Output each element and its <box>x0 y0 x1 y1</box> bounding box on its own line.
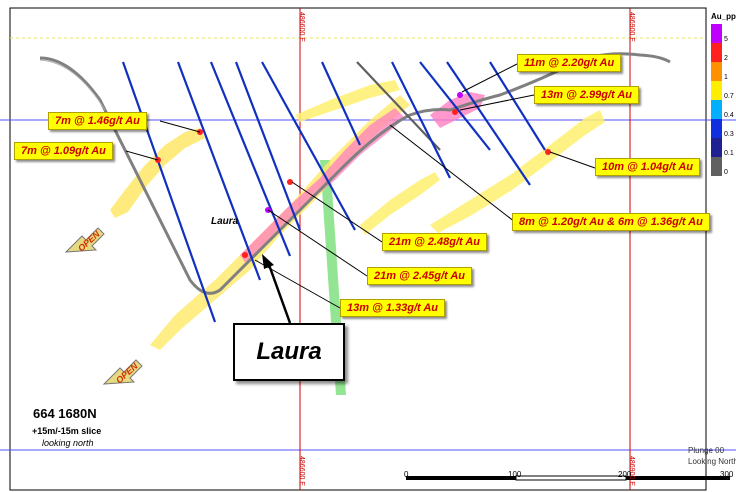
legend-swatch <box>711 138 722 157</box>
leader-line <box>267 209 368 277</box>
lode-upper <box>295 80 400 122</box>
legend-label: 2 <box>724 55 728 62</box>
intercept-callout: 21m @ 2.45g/t Au <box>367 267 473 285</box>
slice-label: +15m/-15m slice <box>32 426 102 436</box>
scale-bar-segment <box>515 475 627 481</box>
map-frame <box>9 7 707 491</box>
open-arrow-lower <box>102 359 143 385</box>
legend-label: 0.1 <box>724 150 734 157</box>
drillhole <box>489 61 546 151</box>
legend-label: 0.3 <box>724 131 734 138</box>
lode-east <box>430 110 605 233</box>
drillhole <box>121 61 217 323</box>
intercept-callout: 13m @ 1.33g/t Au <box>340 299 446 317</box>
legend-label: 0 <box>724 169 728 176</box>
section-title: 664 1680N <box>33 406 97 421</box>
legend-label: 0.4 <box>724 112 734 119</box>
leader-lines <box>125 63 596 309</box>
easting-label-top-right: 486900 E <box>628 12 635 42</box>
lode-west <box>110 128 205 218</box>
leader-line <box>389 124 516 223</box>
legend-swatch <box>711 62 722 81</box>
scale-tick-label: 200 <box>618 470 632 479</box>
drillholes <box>121 61 546 323</box>
drillhole <box>234 61 302 231</box>
leader-line <box>159 120 201 133</box>
intercept-callout: 13m @ 2.99g/t Au <box>534 86 640 104</box>
leader-line <box>291 181 383 243</box>
legend-label: 5 <box>724 36 728 43</box>
legend-title: Au_ppm <box>711 12 736 21</box>
legend-label: 1 <box>724 74 728 81</box>
laura-label-box: Laura <box>233 323 345 381</box>
laura-arrowhead <box>262 254 274 269</box>
legend-swatch <box>711 43 722 62</box>
intercept-callout: 7m @ 1.46g/t Au <box>48 112 147 130</box>
drillhole <box>446 61 531 186</box>
intercept-marker <box>242 252 248 258</box>
looking-label: looking north <box>42 438 94 448</box>
drillhole <box>419 61 491 151</box>
intercept-callout: 11m @ 2.20g/t Au <box>517 54 622 72</box>
legend-swatch <box>711 24 722 43</box>
easting-label-top-left: 486600 E <box>298 12 305 42</box>
legend-swatch <box>711 157 722 176</box>
leader-line <box>461 63 518 93</box>
scale-tick-label: 100 <box>508 470 522 479</box>
drillhole <box>320 61 362 146</box>
leader-line <box>549 151 596 169</box>
legend-swatch <box>711 81 722 100</box>
legend-label: 0.7 <box>724 93 734 100</box>
scale-tick-label: 0 <box>404 470 409 479</box>
intercept-callout: 21m @ 2.48g/t Au <box>382 233 488 251</box>
intercept-callout: 7m @ 1.09g/t Au <box>14 142 113 160</box>
drillhole <box>209 61 292 257</box>
lode-shells <box>110 80 605 350</box>
drillhole <box>356 61 441 151</box>
intercept-marker <box>457 92 463 98</box>
open-arrow-upper <box>64 227 105 253</box>
intercept-callout: 8m @ 1.20g/t Au & 6m @ 1.36g/t Au <box>512 213 710 231</box>
scale-bar-segment <box>626 476 730 480</box>
leader-line <box>459 94 535 111</box>
view-direction-label: Looking North <box>688 457 736 466</box>
intercept-markers <box>155 92 551 258</box>
scale-tick-label: 300 <box>720 470 734 479</box>
laura-label-small: Laura <box>211 216 239 227</box>
plunge-label: Plunge 00 <box>688 446 725 455</box>
drillhole <box>391 61 451 179</box>
legend-swatch <box>711 100 722 119</box>
lode-central <box>360 172 440 235</box>
drillhole <box>261 61 356 231</box>
scale-bar-segment <box>406 476 516 480</box>
intercept-marker <box>287 179 293 185</box>
intercept-marker <box>452 109 458 115</box>
leader-line <box>125 150 159 161</box>
drillhole <box>176 61 262 281</box>
intercept-callout: 10m @ 1.04g/t Au <box>595 158 701 176</box>
lode-high-grade <box>240 108 405 262</box>
laura-arrow <box>266 261 292 324</box>
legend-swatch <box>711 119 722 138</box>
intercept-marker <box>545 149 551 155</box>
easting-label-bottom-left: 486600 E <box>298 456 305 486</box>
surface-trace <box>39 59 106 111</box>
